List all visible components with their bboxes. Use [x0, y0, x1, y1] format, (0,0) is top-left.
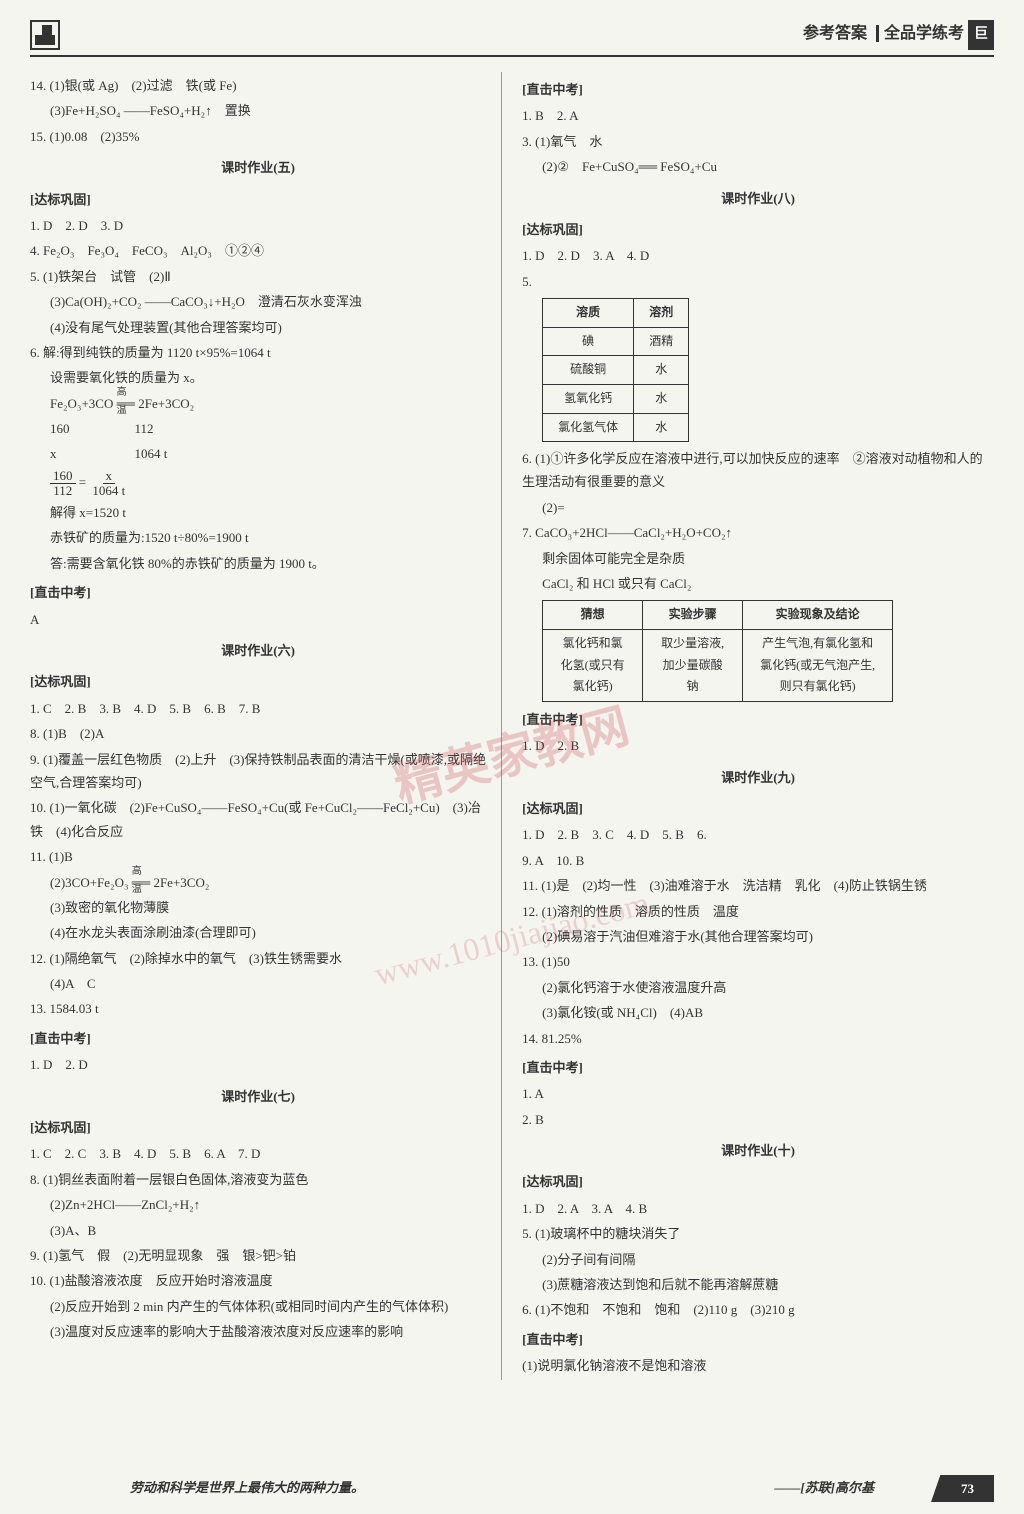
right-column: [直击中考] 1. B 2. A 3. (1)氧气 水 (2)② Fe+CuSO…	[522, 72, 994, 1380]
text-line: 5. (1)铁架台 试管 (2)Ⅱ	[30, 265, 486, 288]
text-line: (2)分子间有间隔	[522, 1248, 994, 1271]
text-line: 6. (1)①许多化学反应在溶液中进行,可以加快反应的速率 ②溶液对动植物和人的…	[522, 447, 994, 494]
text-line: 设需要氧化铁的质量为 x。	[30, 366, 486, 389]
text-line: 1. D 2. A 3. A 4. B	[522, 1197, 994, 1220]
text-line: (3)A、B	[30, 1219, 486, 1242]
header-title: 参考答案 全品学练考 巨	[803, 20, 994, 49]
subsection: [直击中考]	[30, 581, 486, 604]
text-line: 9. (1)覆盖一层红色物质 (2)上升 (3)保持铁制品表面的清洁干燥(或喷漆…	[30, 748, 486, 795]
text-line: 11. (1)B	[30, 845, 486, 868]
text-line: 1. C 2. B 3. B 4. D 5. B 6. B 7. B	[30, 697, 486, 720]
text-line: 答:需要含氧化铁 80%的赤铁矿的质量为 1900 t。	[30, 552, 486, 575]
text-line: (3)氯化铵(或 NH₄Cl) (4)AB	[522, 1001, 994, 1024]
subsection: [直击中考]	[522, 708, 994, 731]
text-line: 1. D 2. B	[522, 734, 994, 757]
text-line: 12. (1)隔绝氧气 (2)除掉水中的氧气 (3)铁生锈需要水	[30, 947, 486, 970]
text-line: 12. (1)溶剂的性质 溶质的性质 温度	[522, 900, 994, 923]
subsection: [达标巩固]	[522, 797, 994, 820]
text-line: 1. D 2. B 3. C 4. D 5. B 6.	[522, 823, 994, 846]
text-line: 10. (1)盐酸溶液浓度 反应开始时溶液温度	[30, 1269, 486, 1292]
text-line: 13. 1584.03 t	[30, 997, 486, 1020]
text-line: 8. (1)铜丝表面附着一层银白色固体,溶液变为蓝色	[30, 1168, 486, 1191]
text-line: 5. (1)玻璃杯中的糖块消失了	[522, 1222, 994, 1245]
text-line: 赤铁矿的质量为:1520 t÷80%=1900 t	[30, 526, 486, 549]
text-line: 15. (1)0.08 (2)35%	[30, 125, 486, 148]
fraction-line: 160112 = x1064 t	[30, 468, 486, 499]
text-line: (2)=	[522, 496, 994, 519]
experiment-table: 猜想实验步骤实验现象及结论 氯化钙和氯化氢(或只有氯化钙) 取少量溶液,加少量碳…	[542, 600, 893, 701]
text-line: (2)反应开始到 2 min 内产生的气体体积(或相同时间内产生的气体体积)	[30, 1295, 486, 1318]
text-line: 9. (1)氢气 假 (2)无明显现象 强 银>钯>铂	[30, 1244, 486, 1267]
subsection: [达标巩固]	[30, 1116, 486, 1139]
text-line: (2)② Fe+CuSO₄══ FeSO₄+Cu	[522, 155, 994, 178]
text-line: (4)在水龙头表面涂刷油漆(合理即可)	[30, 921, 486, 944]
text-line: 10. (1)一氧化碳 (2)Fe+CuSO₄——FeSO₄+Cu(或 Fe+C…	[30, 796, 486, 843]
content-columns: 14. (1)银(或 Ag) (2)过滤 铁(或 Fe) (3)Fe+H₂SO₄…	[30, 72, 994, 1380]
text-line: 1. D 2. D 3. D	[30, 214, 486, 237]
text-line: 6. (1)不饱和 不饱和 饱和 (2)110 g (3)210 g	[522, 1298, 994, 1321]
text-line: 8. (1)B (2)A	[30, 722, 486, 745]
text-line: A	[30, 608, 486, 631]
text-line: 解得 x=1520 t	[30, 501, 486, 524]
section-title: 课时作业(十)	[522, 1139, 994, 1162]
section-title: 课时作业(九)	[522, 766, 994, 789]
equation: Fe₂O₃+3CO ══高温 2Fe+3CO₂	[30, 392, 486, 415]
subsection: [直击中考]	[522, 1056, 994, 1079]
text-line: 2. B	[522, 1108, 994, 1131]
text-line: (4)A C	[30, 972, 486, 995]
text-line: 5.	[522, 270, 994, 293]
text-line: (1)说明氯化钠溶液不是饱和溶液	[522, 1354, 994, 1377]
subsection: [直击中考]	[30, 1027, 486, 1050]
text-line: (3)蔗糖溶液达到饱和后就不能再溶解蔗糖	[522, 1273, 994, 1296]
subsection: [达标巩固]	[522, 1170, 994, 1193]
text-line: 9. A 10. B	[522, 849, 994, 872]
header-right-text: 全品学练考	[884, 25, 964, 42]
text-line: (4)没有尾气处理装置(其他合理答案均可)	[30, 316, 486, 339]
text-line: CaCl₂ 和 HCl 或只有 CaCl₂	[522, 572, 994, 595]
text-line: (3)致密的氧化物薄膜	[30, 896, 486, 919]
logo-icon	[30, 20, 60, 50]
section-title: 课时作业(五)	[30, 156, 486, 179]
solute-solvent-table: 溶质溶剂 碘酒精 硫酸铜水 氢氧化钙水 氯化氢气体水	[542, 298, 689, 442]
text-line: 13. (1)50	[522, 950, 994, 973]
text-line: 1. D 2. D 3. A 4. D	[522, 244, 994, 267]
section-title: 课时作业(八)	[522, 187, 994, 210]
subsection: [直击中考]	[522, 78, 994, 101]
footer-author: ——[苏联]高尔基	[774, 1476, 874, 1499]
header-left-text: 参考答案	[803, 25, 867, 42]
footer-quote: 劳动和科学是世界上最伟大的两种力量。	[130, 1476, 364, 1499]
text-line: 14. 81.25%	[522, 1027, 994, 1050]
text-line: 7. CaCO₃+2HCl——CaCl₂+H₂O+CO₂↑	[522, 521, 994, 544]
section-title: 课时作业(七)	[30, 1085, 486, 1108]
text-line: (2)碘易溶于汽油但难溶于水(其他合理答案均可)	[522, 925, 994, 948]
text-line: 1. C 2. C 3. B 4. D 5. B 6. A 7. D	[30, 1142, 486, 1165]
text-line: 剩余固体可能完全是杂质	[522, 547, 994, 570]
subsection: [达标巩固]	[30, 188, 486, 211]
text-line: 11. (1)是 (2)均一性 (3)油难溶于水 洗洁精 乳化 (4)防止铁锅生…	[522, 874, 994, 897]
text-line: 6. 解:得到纯铁的质量为 1120 t×95%=1064 t	[30, 341, 486, 364]
text-line: 3. (1)氧气 水	[522, 130, 994, 153]
text-line: (3)Fe+H₂SO₄ ——FeSO₄+H₂↑ 置换	[30, 99, 486, 122]
badge-icon: 巨	[968, 20, 994, 49]
text-line: 1. D 2. D	[30, 1053, 486, 1076]
text-line: x 1064 t	[30, 442, 486, 465]
text-line: (3)温度对反应速率的影响大于盐酸溶液浓度对反应速率的影响	[30, 1320, 486, 1343]
page-header: 参考答案 全品学练考 巨	[30, 20, 994, 57]
subsection: [达标巩固]	[522, 218, 994, 241]
text-line: 160 112	[30, 417, 486, 440]
subsection: [达标巩固]	[30, 670, 486, 693]
text-line: 1. A	[522, 1082, 994, 1105]
equation: (2)3CO+Fe₂O₃ ══高温 2Fe+3CO₂	[30, 871, 486, 894]
section-title: 课时作业(六)	[30, 639, 486, 662]
text-line: (2)氯化钙溶于水使溶液温度升高	[522, 976, 994, 999]
text-line: (2)Zn+2HCl——ZnCl₂+H₂↑	[30, 1193, 486, 1216]
subsection: [直击中考]	[522, 1328, 994, 1351]
left-column: 14. (1)银(或 Ag) (2)过滤 铁(或 Fe) (3)Fe+H₂SO₄…	[30, 72, 502, 1380]
page-footer: 劳动和科学是世界上最伟大的两种力量。 ——[苏联]高尔基	[30, 1476, 994, 1499]
page-number: 73	[931, 1475, 994, 1502]
text-line: (3)Ca(OH)₂+CO₂ ——CaCO₃↓+H₂O 澄清石灰水变浑浊	[30, 290, 486, 313]
text-line: 1. B 2. A	[522, 104, 994, 127]
text-line: 4. Fe₂O₃ Fe₃O₄ FeCO₃ Al₂O₃ ①②④	[30, 239, 486, 262]
text-line: 14. (1)银(或 Ag) (2)过滤 铁(或 Fe)	[30, 74, 486, 97]
